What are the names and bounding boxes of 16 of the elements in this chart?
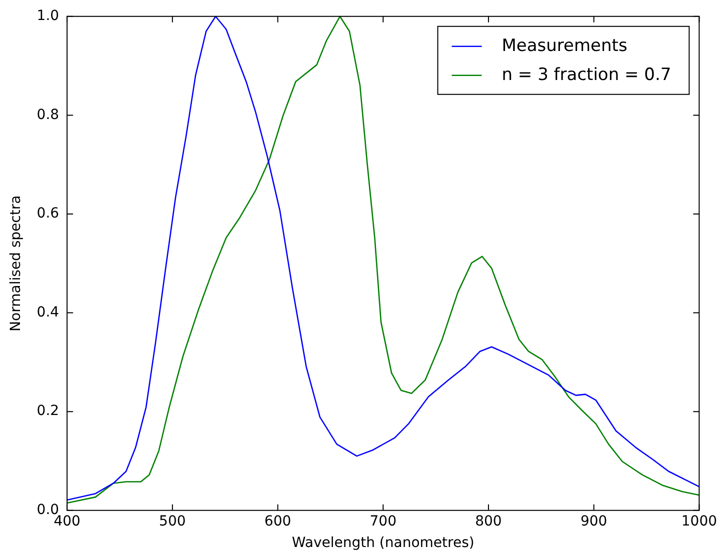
- y-tick-label: 0.8: [36, 106, 60, 123]
- x-tick-label: 700: [370, 513, 396, 530]
- x-tick-label: 500: [159, 513, 186, 530]
- x-tick-label: 1000: [681, 513, 718, 530]
- x-tick-label: 600: [264, 513, 292, 530]
- y-tick-label: 0.2: [36, 403, 60, 420]
- x-tick-label: 800: [475, 513, 502, 530]
- x-tick-label: 900: [580, 513, 608, 530]
- y-tick-label: 0.4: [36, 304, 60, 320]
- x-tick-label: 400: [54, 513, 80, 530]
- legend-label: n = 3 fraction = 0.7: [502, 64, 672, 85]
- y-tick-label: 1.0: [36, 8, 60, 24]
- x-axis-title: Wavelength (nanometres): [292, 535, 474, 552]
- y-tick-label: 0.6: [36, 206, 60, 222]
- legend-label: Measurements: [502, 36, 628, 56]
- y-axis-title: Normalised spectra: [8, 195, 24, 332]
